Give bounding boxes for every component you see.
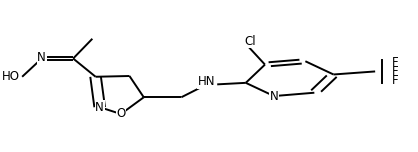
- Text: N: N: [95, 101, 104, 114]
- Text: Cl: Cl: [245, 35, 257, 48]
- Text: HN: HN: [198, 75, 215, 88]
- Text: F: F: [392, 74, 398, 87]
- Text: F: F: [392, 65, 398, 78]
- Text: F: F: [392, 56, 398, 69]
- Text: HO: HO: [2, 70, 20, 83]
- Text: O: O: [116, 107, 125, 120]
- Text: N: N: [37, 51, 46, 64]
- Text: N: N: [270, 90, 278, 103]
